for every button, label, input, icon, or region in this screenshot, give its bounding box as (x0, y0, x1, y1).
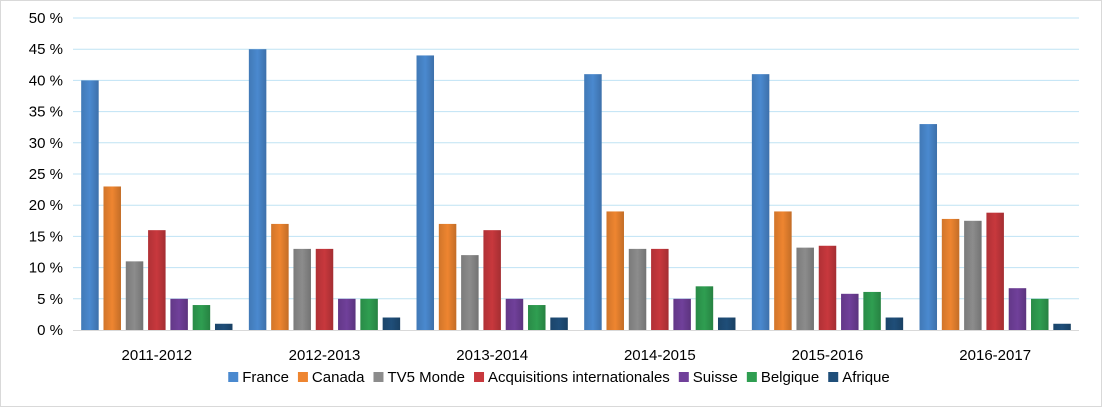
bar-acquisitions-internationales-2012-2013 (315, 248, 334, 330)
legend-item: Afrique (828, 369, 890, 386)
legend-item: Acquisitions internationales (474, 369, 670, 386)
bar-france-2015-2016 (751, 74, 770, 330)
bar-france-2011-2012 (81, 80, 99, 331)
bar-suisse-2011-2012 (170, 298, 188, 330)
bar-canada-2013-2014 (438, 223, 457, 330)
bar-belgique-2014-2015 (695, 286, 714, 330)
y-tick-label: 15 % (29, 228, 63, 245)
legend-label: Suisse (693, 369, 738, 386)
bar-suisse-2012-2013 (338, 298, 356, 330)
bar-canada-2012-2013 (271, 223, 289, 330)
bar-tv5-monde-2012-2013 (293, 248, 311, 330)
bar-tv5-monde-2016-2017 (964, 220, 982, 330)
legend: France Canada TV5 Monde Acquisitions intern… (228, 369, 890, 386)
bar-tv5-monde-2015-2016 (796, 247, 814, 330)
legend-item: Belgique (746, 369, 819, 386)
bar-canada-2016-2017 (941, 218, 960, 330)
bar-tv5-monde-2011-2012 (125, 261, 144, 330)
bar-belgique-2015-2016 (863, 291, 881, 330)
y-tick-label: 5 % (37, 291, 63, 308)
x-category-label: 2011-2012 (122, 347, 193, 364)
bar-afrique-2016-2017 (1053, 323, 1071, 330)
bar-canada-2015-2016 (774, 211, 792, 330)
bar-afrique-2012-2013 (382, 317, 401, 330)
bar-acquisitions-internationales-2013-2014 (483, 230, 501, 330)
y-tick-label: 35 % (29, 104, 63, 121)
y-tick-label: 25 % (29, 166, 63, 183)
bar-afrique-2013-2014 (550, 317, 568, 330)
bars (81, 49, 1071, 331)
bar-suisse-2014-2015 (673, 298, 691, 330)
y-tick-label: 40 % (29, 72, 63, 89)
bar-acquisitions-internationales-2015-2016 (818, 245, 837, 330)
gridlines (73, 17, 1079, 300)
legend-label: Canada (312, 369, 365, 386)
x-category-label: 2015-2016 (792, 347, 864, 364)
legend-swatch (746, 372, 757, 382)
bar-belgique-2016-2017 (1031, 298, 1049, 330)
bar-canada-2011-2012 (103, 186, 121, 330)
bar-acquisitions-internationales-2014-2015 (651, 248, 669, 330)
legend-swatch (297, 372, 308, 382)
bar-acquisitions-internationales-2016-2017 (986, 212, 1004, 330)
bar-tv5-monde-2014-2015 (628, 248, 647, 330)
y-tick-label: 50 % (29, 10, 63, 27)
y-tick-label: 10 % (29, 260, 63, 277)
legend-item: Suisse (678, 369, 738, 386)
y-tick-label: 20 % (29, 197, 63, 214)
legend-label: Belgique (761, 369, 819, 386)
bar-suisse-2013-2014 (505, 298, 524, 330)
legend-swatch (828, 372, 839, 382)
bar-afrique-2011-2012 (214, 323, 233, 330)
legend-swatch (373, 372, 384, 382)
y-tick-label: 30 % (29, 135, 63, 152)
bar-tv5-monde-2013-2014 (461, 255, 479, 330)
legend-swatch (228, 372, 239, 382)
legend-item: France (228, 369, 289, 386)
bar-france-2016-2017 (919, 124, 938, 330)
bar-afrique-2014-2015 (717, 317, 736, 330)
legend-label: France (242, 369, 289, 386)
y-tick-label: 0 % (37, 322, 63, 339)
legend-item: TV5 Monde (373, 369, 465, 386)
legend-item: Canada (297, 369, 365, 386)
bar-suisse-2016-2017 (1008, 288, 1027, 330)
x-category-label: 2013-2014 (456, 347, 528, 364)
legend-label: Acquisitions internationales (488, 369, 670, 386)
legend-swatch (678, 372, 689, 382)
bar-acquisitions-internationales-2011-2012 (148, 230, 166, 330)
x-axis-categories: 2011-2012 2012-2013 2013-2014 2014-2015 2015… (122, 347, 1032, 364)
x-category-label: 2012-2013 (289, 347, 361, 364)
x-category-label: 2016-2017 (959, 347, 1031, 364)
legend-label: TV5 Monde (387, 369, 465, 386)
bar-afrique-2015-2016 (885, 317, 904, 330)
y-axis-ticks: 0 % 5 % 10 % 15 % 20 % 25 % 30 % 35 % 40 % 45 % 50… (29, 10, 63, 339)
y-tick-label: 45 % (29, 41, 63, 58)
bar-france-2014-2015 (584, 74, 602, 330)
bar-suisse-2015-2016 (841, 293, 859, 330)
legend-swatch (474, 372, 485, 382)
bar-france-2012-2013 (248, 49, 267, 330)
x-category-label: 2014-2015 (624, 347, 696, 364)
bar-france-2013-2014 (416, 55, 435, 330)
bar-belgique-2013-2014 (528, 305, 546, 330)
bar-canada-2014-2015 (606, 211, 624, 330)
bar-belgique-2011-2012 (192, 305, 211, 330)
legend-label: Afrique (842, 369, 890, 386)
bar-belgique-2012-2013 (360, 298, 378, 330)
